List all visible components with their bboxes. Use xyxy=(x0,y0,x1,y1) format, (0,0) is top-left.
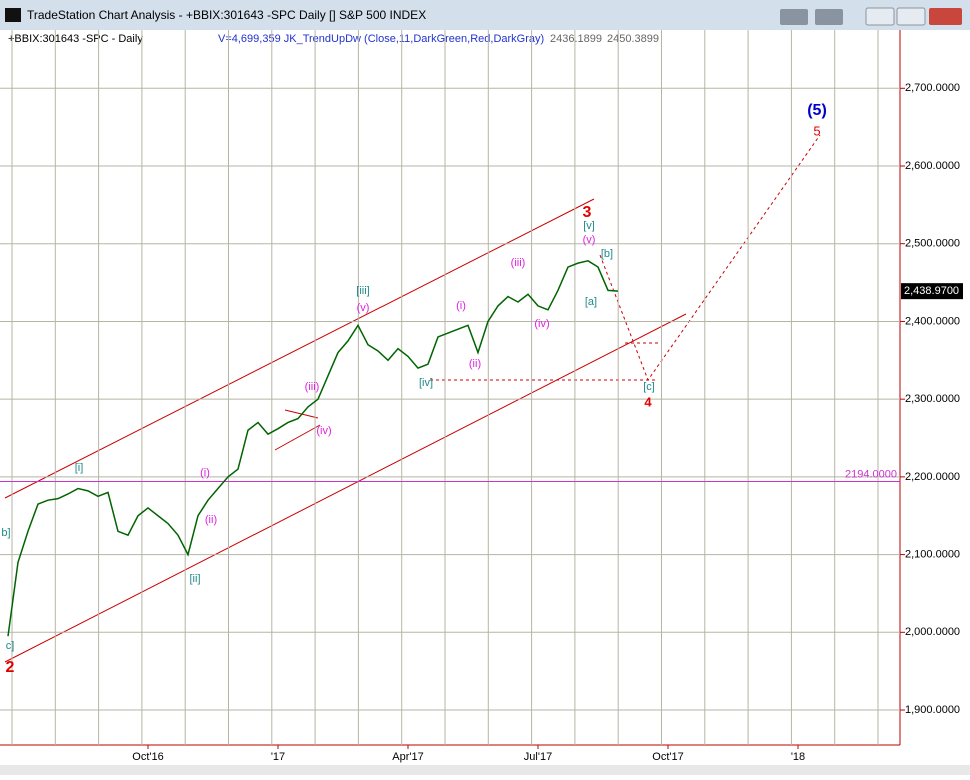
symbol-label: +BBIX:301643 -SPC - Daily xyxy=(8,33,143,45)
chart-area xyxy=(0,30,970,775)
value-label: 2436.1899 xyxy=(550,33,602,45)
wave-label: c] xyxy=(6,640,15,652)
y-tick-label: 2,200.0000 xyxy=(905,471,960,483)
indicator-label: V=4,699,359 JK_TrendUpDw (Close,11,DarkG… xyxy=(218,33,544,45)
wave-label: (iv) xyxy=(316,425,331,437)
y-tick-label: 2,400.0000 xyxy=(905,315,960,327)
minimize-button[interactable] xyxy=(865,7,895,26)
wave-label: [i] xyxy=(75,462,84,474)
y-tick-label: 2,500.0000 xyxy=(905,238,960,250)
y-tick-label: 1,900.0000 xyxy=(905,704,960,716)
last-price-label: 2,438.9700 xyxy=(904,285,959,297)
y-tick-label: 2,700.0000 xyxy=(905,82,960,94)
wave-label: (iii) xyxy=(305,381,320,393)
value-label: 2450.3899 xyxy=(607,33,659,45)
channel xyxy=(4,134,821,663)
wave-label: 4 xyxy=(644,394,652,409)
title-bar xyxy=(0,0,970,30)
wave-label: [v] xyxy=(583,220,595,232)
x-tick-label: Jul'17 xyxy=(524,751,552,763)
x-tick-label: Oct'17 xyxy=(652,751,683,763)
s-button[interactable] xyxy=(780,9,808,25)
x-tick-label: Oct'16 xyxy=(132,751,163,763)
wave-label: [c] xyxy=(643,381,655,393)
wave-label: [a] xyxy=(585,296,597,308)
wave-label: [ii] xyxy=(190,573,201,585)
wave-label: (v) xyxy=(357,302,370,314)
reference-label: 2194.0000 xyxy=(845,468,897,480)
scrollbar[interactable] xyxy=(0,765,970,775)
menu-button[interactable] xyxy=(815,9,843,25)
y-tick-label: 2,300.0000 xyxy=(905,393,960,405)
wave-label: [b] xyxy=(601,248,613,260)
last-price-box xyxy=(901,283,963,300)
wave-label: [iii] xyxy=(356,285,369,297)
x-tick-label: '17 xyxy=(271,751,285,763)
wave-label: (ii) xyxy=(205,514,217,526)
wave-label: (iv) xyxy=(534,318,549,330)
wave-label: b] xyxy=(1,527,10,539)
wave-label: (ii) xyxy=(469,358,481,370)
app-icon xyxy=(5,8,21,22)
wave-label: [iv] xyxy=(419,377,433,389)
y-tick-label: 2,100.0000 xyxy=(905,548,960,560)
wave-label: (iii) xyxy=(511,257,526,269)
wave-label: (i) xyxy=(456,300,466,312)
wave-label: 2 xyxy=(6,659,15,676)
wave-label: (v) xyxy=(583,234,596,246)
close-button[interactable] xyxy=(929,8,962,25)
price-line xyxy=(7,260,619,637)
window-title: TradeStation Chart Analysis - +BBIX:3016… xyxy=(27,8,426,22)
wave-label: 5 xyxy=(813,123,820,138)
x-tick-label: Apr'17 xyxy=(392,751,423,763)
y-tick-label: 2,000.0000 xyxy=(905,626,960,638)
wave-label: (i) xyxy=(200,467,210,479)
y-tick-label: 2,600.0000 xyxy=(905,160,960,172)
x-tick-label: '18 xyxy=(791,751,805,763)
wave-label: (5) xyxy=(807,102,827,119)
wave-label: 3 xyxy=(583,204,592,221)
maximize-button[interactable] xyxy=(896,7,926,26)
